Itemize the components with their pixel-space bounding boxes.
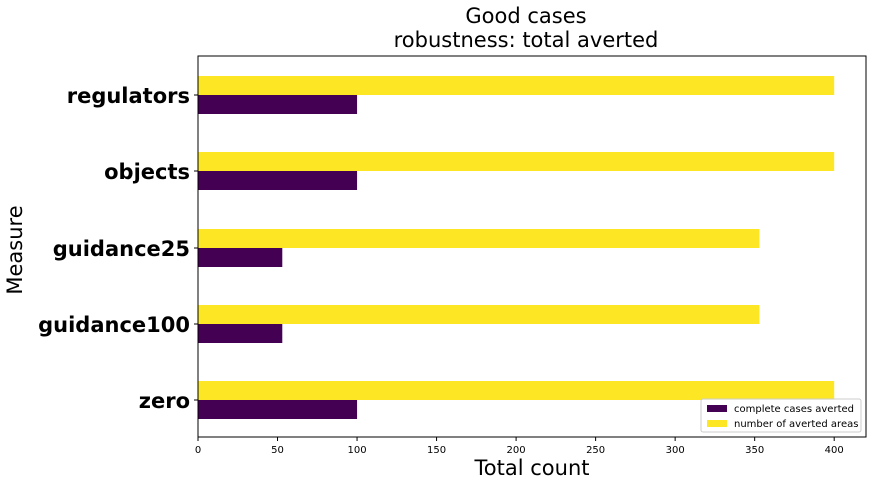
category-labels: regulators objects guidance25 guidance100 ze… — [38, 84, 198, 413]
chart-title-line-1: Good cases — [465, 4, 586, 28]
bar-guidance100-cases-averted — [198, 324, 283, 343]
category-label-guidance25: guidance25 — [53, 237, 190, 261]
category-label-regulators: regulators — [67, 84, 190, 108]
legend-swatch — [707, 405, 727, 412]
bar-guidance100-averted-areas — [198, 305, 760, 324]
y-axis-label: Measure — [3, 205, 27, 294]
legend: complete cases averted number of averted … — [700, 398, 862, 433]
bar-guidance25-averted-areas — [198, 229, 760, 248]
category-label-guidance100: guidance100 — [38, 313, 190, 337]
category-label-zero: zero — [139, 389, 190, 413]
bar-guidance25-cases-averted — [198, 248, 283, 267]
category-label-objects: objects — [104, 160, 190, 184]
plot-frame — [197, 55, 867, 438]
x-tick-label: 100 — [348, 445, 367, 456]
bar-objects-averted-areas — [198, 152, 835, 171]
x-axis-label: Total count — [474, 456, 590, 480]
legend-swatch — [707, 420, 727, 427]
bar-objects-cases-averted — [198, 171, 358, 190]
x-tick-label: 200 — [507, 445, 526, 456]
legend-label: number of averted areas — [734, 419, 858, 430]
x-tick-label: 250 — [586, 445, 605, 456]
x-ticks: 0 50 100 150 200 250 300 350 400 — [195, 437, 844, 456]
x-tick-label: 300 — [666, 445, 685, 456]
bar-regulators-averted-areas — [198, 76, 835, 95]
x-tick-label: 50 — [271, 445, 284, 456]
bar-zero-averted-areas — [198, 381, 835, 400]
bar-regulators-cases-averted — [198, 95, 358, 114]
x-tick-label: 150 — [427, 445, 446, 456]
x-tick-label: 400 — [825, 445, 844, 456]
bars-group — [198, 76, 835, 419]
legend-box — [700, 398, 862, 433]
bar-zero-cases-averted — [198, 400, 358, 419]
x-tick-label: 0 — [195, 445, 201, 456]
legend-label: complete cases averted — [734, 404, 854, 415]
x-tick-label: 350 — [745, 445, 764, 456]
chart-title-line-2: robustness: total averted — [394, 28, 659, 52]
